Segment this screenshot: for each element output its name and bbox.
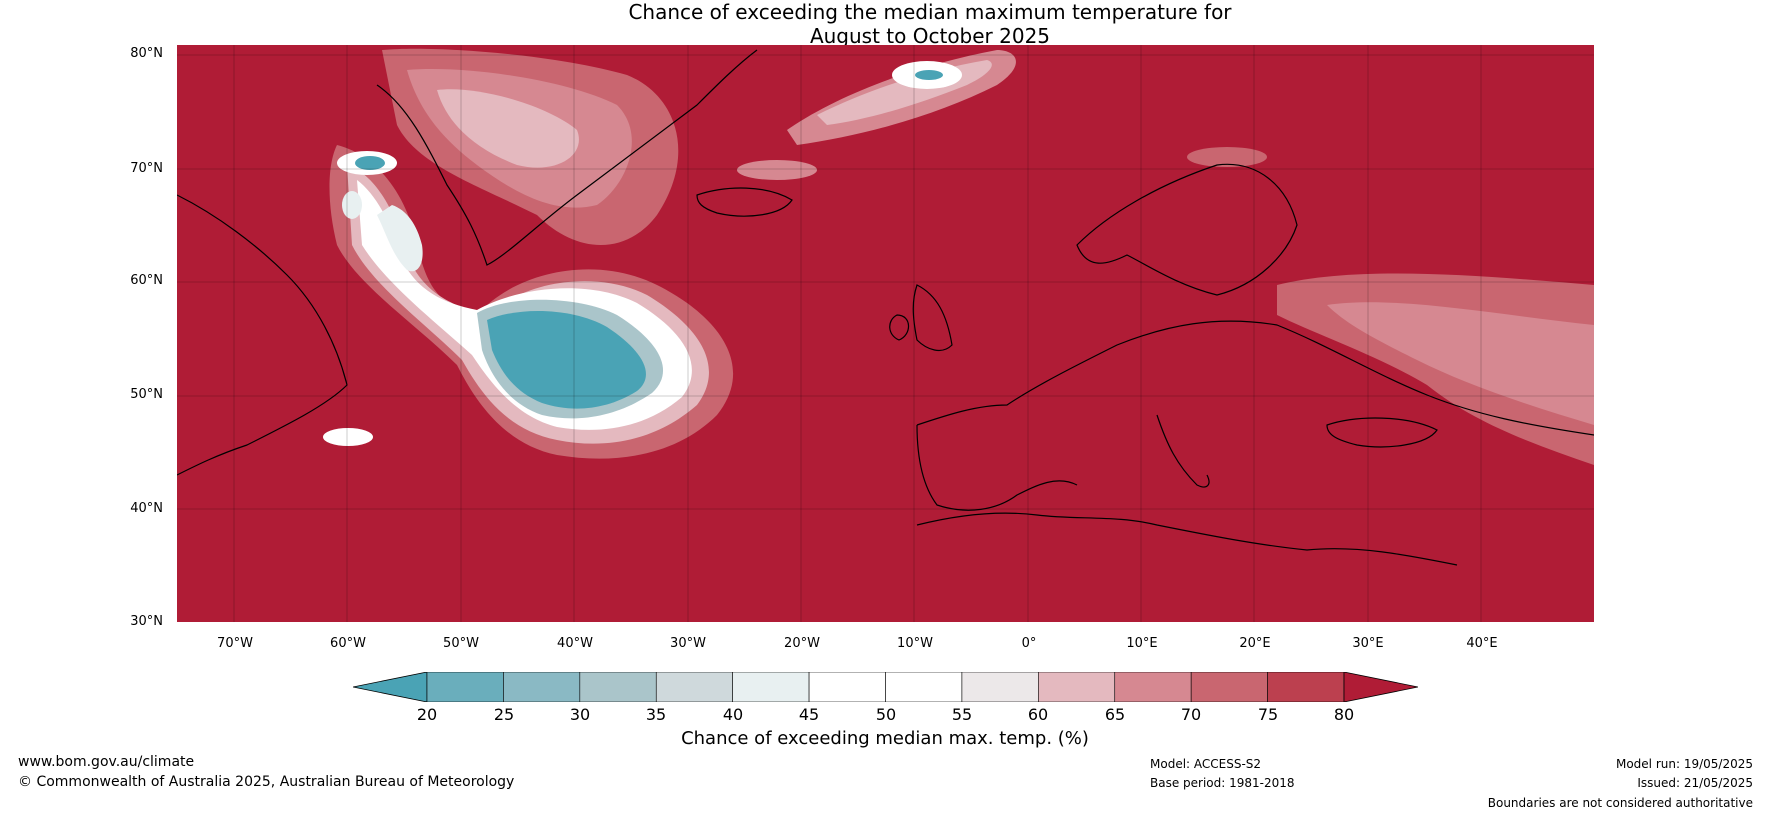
lon-label-50w: 50°W: [443, 636, 479, 651]
lat-label-80: 80°N: [130, 46, 163, 61]
forecast-map: [177, 45, 1594, 622]
lon-label-70w: 70°W: [217, 636, 253, 651]
title-line-1: Chance of exceeding the median maximum t…: [628, 0, 1232, 24]
arctic-anomaly: [737, 50, 1016, 180]
lat-label-30: 30°N: [130, 614, 163, 629]
colorbar-tick-80: 80: [1333, 705, 1355, 724]
lon-label-40w: 40°W: [557, 636, 593, 651]
lat-label-40: 40°N: [130, 501, 163, 516]
colorbar-extend-high: [1343, 671, 1419, 703]
colorbar-extend-low: [352, 671, 428, 703]
greenland-anomaly: [382, 48, 679, 245]
colorbar-tick-40: 40: [722, 705, 744, 724]
colorbar-tick-65: 65: [1104, 705, 1126, 724]
colorbar-segment: [426, 671, 504, 703]
footer-copyright: © Commonwealth of Australia 2025, Austra…: [18, 774, 515, 790]
lat-label-50: 50°N: [130, 387, 163, 402]
coastlines: [177, 49, 1594, 566]
footer-disclaimer: Boundaries are not considered authoritat…: [1487, 796, 1753, 810]
colorbar-svg: [352, 671, 1419, 703]
graticule: [177, 45, 1594, 622]
lon-label-30e: 30°E: [1352, 636, 1384, 651]
colorbar-tick-55: 55: [951, 705, 973, 724]
colorbar-tick-75: 75: [1257, 705, 1279, 724]
colorbar-segment: [961, 671, 1039, 703]
lat-label-70: 70°N: [130, 161, 163, 176]
footer-issued: Issued: 21/05/2025: [1637, 776, 1753, 790]
colorbar-segment: [1038, 671, 1116, 703]
colorbar-tick-60: 60: [1027, 705, 1049, 724]
colorbar-segment: [1267, 671, 1345, 703]
atlantic-cool-anomaly: [323, 145, 734, 459]
colorbar-title: Chance of exceeding median max. temp. (%…: [681, 728, 1089, 749]
lon-label-20w: 20°W: [784, 636, 820, 651]
lon-label-60w: 60°W: [330, 636, 366, 651]
map-canvas: [177, 45, 1594, 622]
colorbar-tick-45: 45: [798, 705, 820, 724]
colorbar-segment: [655, 671, 733, 703]
colorbar-segment: [1190, 671, 1268, 703]
colorbar-tick-50: 50: [875, 705, 897, 724]
lon-label-30w: 30°W: [670, 636, 706, 651]
colorbar-tick-30: 30: [569, 705, 591, 724]
colorbar-tick-70: 70: [1180, 705, 1202, 724]
eastern-europe-anomaly: [1187, 147, 1594, 465]
colorbar-tick-35: 35: [645, 705, 667, 724]
colorbar-segment: [885, 671, 963, 703]
colorbar-segment: [503, 671, 581, 703]
footer-base-period: Base period: 1981-2018: [1150, 776, 1295, 790]
lat-label-60: 60°N: [130, 273, 163, 288]
lon-label-20e: 20°E: [1239, 636, 1271, 651]
colorbar-segment: [732, 671, 810, 703]
footer-website: www.bom.gov.au/climate: [18, 754, 195, 770]
colorbar-tick-25: 25: [493, 705, 515, 724]
colorbar-segment: [808, 671, 886, 703]
colorbar-tick-20: 20: [416, 705, 438, 724]
lon-label-10w: 10°W: [897, 636, 933, 651]
colorbar-segment: [579, 671, 657, 703]
footer-model-run: Model run: 19/05/2025: [1615, 757, 1753, 771]
chart-title: Chance of exceeding the median maximum t…: [0, 0, 1770, 48]
title-line-2: August to October 2025: [809, 24, 1051, 48]
lon-label-40e: 40°E: [1466, 636, 1498, 651]
footer-model: Model: ACCESS-S2: [1150, 757, 1262, 771]
lon-label-10e: 10°E: [1126, 636, 1158, 651]
colorbar: [352, 671, 1419, 703]
lon-label-0: 0°: [1021, 636, 1037, 651]
colorbar-segment: [1114, 671, 1192, 703]
